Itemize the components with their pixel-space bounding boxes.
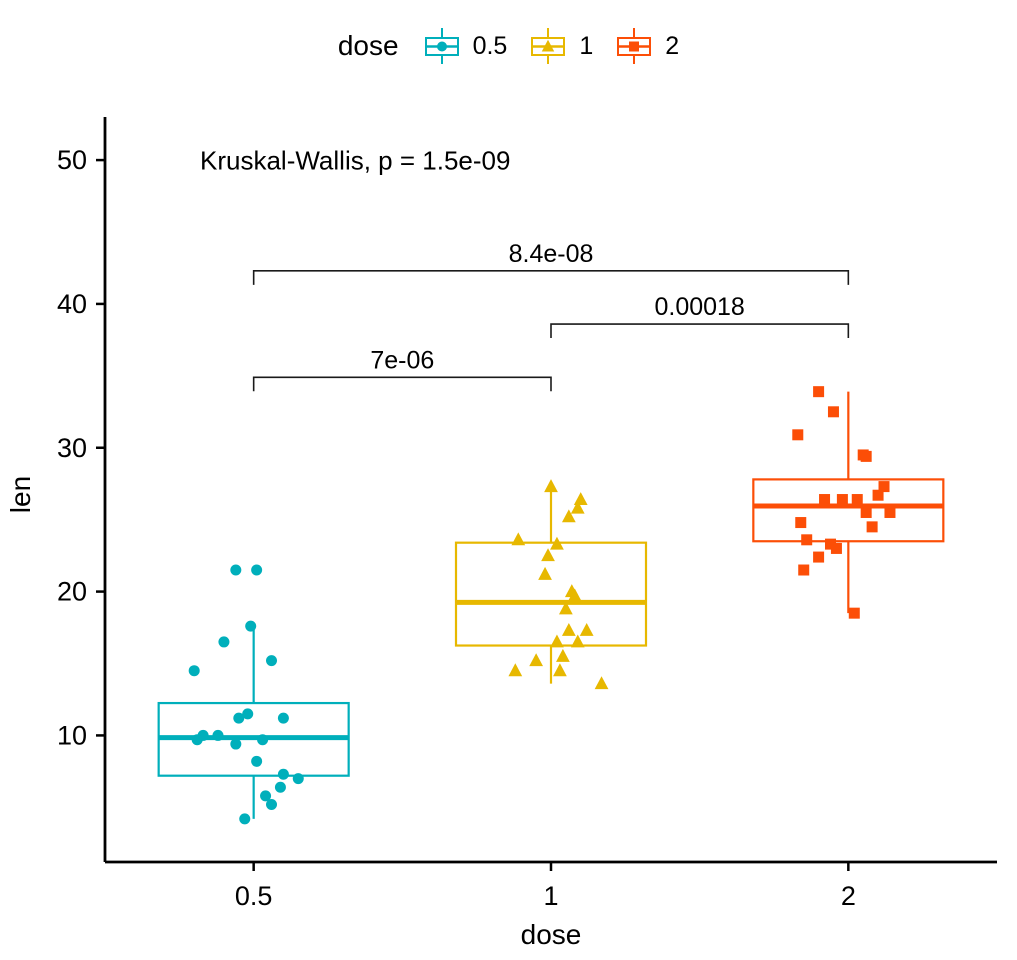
- jitter-point-dose-0.5: [191, 734, 203, 746]
- legend-entry-label: 1: [579, 31, 594, 60]
- jitter-point-dose-2: [872, 489, 884, 501]
- legend-entry-dose-1: 1: [525, 23, 593, 69]
- jitter-point-dose-0.5: [251, 755, 263, 767]
- jitter-point-dose-1: [570, 634, 585, 648]
- jitter-point-dose-0.5: [266, 798, 278, 810]
- jitter-point-dose-0.5: [277, 768, 289, 780]
- y-axis-tick-label: 20: [57, 577, 87, 607]
- jitter-point-dose-0.5: [230, 738, 242, 750]
- jitter-point-dose-0.5: [274, 781, 286, 793]
- jitter-point-dose-2: [830, 542, 842, 554]
- jitter-point-dose-2: [813, 551, 825, 563]
- jitter-point-dose-2: [827, 406, 839, 418]
- comparison-bracket-0.5-2: [252, 270, 850, 285]
- jitter-point-dose-1: [550, 634, 564, 648]
- y-axis-tick-label: 40: [57, 289, 87, 319]
- y-axis-tick-label: 10: [57, 720, 87, 750]
- jitter-point-dose-2: [813, 386, 825, 398]
- legend-key-point: [542, 39, 555, 52]
- jitter-point-dose-2: [792, 429, 804, 441]
- legend-entry-label: 0.5: [472, 31, 508, 60]
- jitter-point-dose-2: [824, 538, 836, 550]
- jitter-point-dose-0.5: [233, 712, 245, 724]
- jitter-point-dose-2: [878, 481, 890, 493]
- legend-key-circle-icon: [424, 28, 459, 64]
- jitter-point-dose-1: [561, 622, 576, 636]
- jitter-point-dose-2: [860, 450, 872, 462]
- legend-key-point: [436, 41, 447, 52]
- jitter-point-dose-1: [511, 532, 526, 546]
- jitter-point-dose-2: [836, 494, 848, 506]
- jitter-point-dose-0.5: [218, 636, 230, 648]
- jitter-point-dose-1: [529, 653, 544, 667]
- jitter-point-dose-2: [801, 534, 813, 546]
- comparison-pvalue-label: 7e-06: [370, 346, 434, 374]
- y-axis-tick-label: 30: [57, 433, 87, 463]
- legend: dose 0.5 1 2: [0, 0, 1017, 92]
- jitter-point-dose-0.5: [251, 564, 263, 576]
- jitter-point-dose-0.5: [292, 773, 304, 785]
- x-axis-tick-label: 1: [543, 881, 558, 911]
- jitter-point-dose-0.5: [266, 655, 278, 667]
- jitter-point-dose-1: [538, 566, 552, 580]
- jitter-point-dose-0.5: [188, 665, 200, 677]
- jitter-point-dose-1: [561, 509, 576, 523]
- legend-entry-dose-2: 2: [611, 23, 679, 69]
- jitter-point-dose-2: [851, 494, 863, 506]
- legend-key-point: [629, 41, 640, 52]
- jitter-point-dose-0.5: [230, 564, 242, 576]
- jitter-point-dose-1: [594, 676, 609, 690]
- jitter-point-dose-0.5: [212, 729, 224, 741]
- jitter-point-dose-1: [579, 622, 594, 636]
- jitter-point-dose-1: [544, 479, 558, 493]
- jitter-point-dose-1: [570, 500, 585, 514]
- jitter-point-dose-0.5: [277, 712, 289, 724]
- jitter-point-dose-1: [556, 648, 570, 662]
- x-axis-title: dose: [521, 919, 582, 950]
- comparison-pvalue-label: 8.4e-08: [509, 240, 594, 268]
- jitter-point-dose-1: [550, 536, 564, 550]
- x-axis-tick-label: 2: [841, 881, 856, 911]
- legend-entry-dose-0.5: 0.5: [419, 23, 508, 69]
- legend-key-triangle-icon: [531, 28, 566, 64]
- jitter-point-dose-0.5: [260, 790, 272, 802]
- legend-title: dose: [337, 30, 399, 61]
- jitter-point-dose-0.5: [239, 813, 251, 825]
- jitter-point-dose-0.5: [257, 734, 269, 746]
- x-axis-tick-label: 0.5: [235, 881, 273, 911]
- jitter-point-dose-2: [866, 521, 878, 533]
- comparison-bracket-1-2: [550, 323, 850, 339]
- jitter-point-dose-1: [541, 548, 555, 562]
- jitter-point-dose-1: [553, 663, 567, 677]
- jitter-point-dose-1: [558, 601, 573, 615]
- jitter-point-dose-1: [508, 663, 523, 677]
- kruskal-wallis-annotation: Kruskal-Wallis, p = 1.5e-09: [200, 146, 510, 176]
- y-axis-tick-label: 50: [57, 145, 87, 175]
- boxplot-svg: 10 20 30 40 50 0.5 1 2 dose len Kruskal-Wallis, p …: [5, 117, 997, 950]
- jitter-point-dose-1: [564, 584, 579, 598]
- jitter-point-dose-2: [860, 506, 872, 518]
- jitter-point-dose-2: [848, 607, 860, 619]
- comparison-pvalue-label: 0.00018: [654, 293, 744, 321]
- jitter-point-dose-2: [798, 564, 810, 576]
- jitter-point-dose-0.5: [245, 620, 257, 632]
- comparison-bracket-0.5-1: [252, 376, 552, 392]
- box-dose-2: [752, 478, 945, 543]
- y-axis-title: len: [5, 476, 36, 513]
- jitter-point-dose-2: [884, 506, 896, 518]
- jitter-point-dose-0.5: [242, 708, 254, 720]
- jitter-point-dose-1: [573, 492, 588, 506]
- jitter-point-dose-2: [819, 494, 831, 506]
- jitter-point-dose-2: [795, 517, 807, 529]
- legend-entry-label: 2: [665, 31, 680, 60]
- legend-key-square-icon: [617, 28, 652, 64]
- legend-entries: 0.5 1 2: [419, 23, 679, 69]
